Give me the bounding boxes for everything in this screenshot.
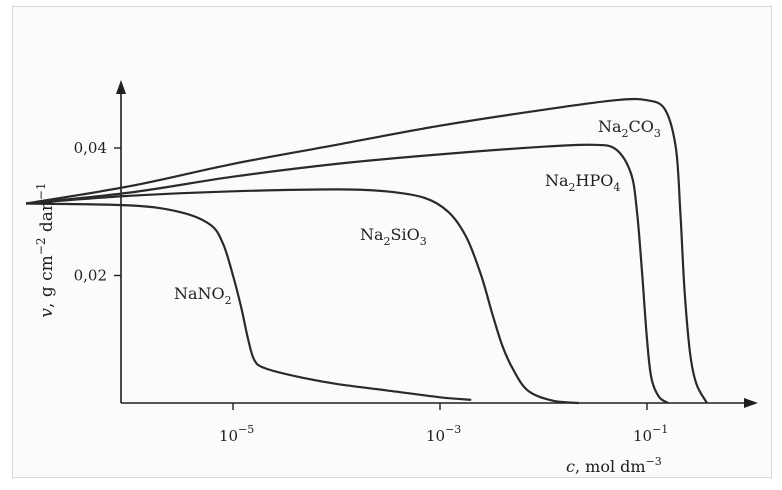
x-axis-label: c, mol dm−3	[566, 455, 662, 476]
series-line-na2co3	[25, 97, 708, 404]
y-axis-arrow	[116, 80, 126, 94]
series-label-group: NaNO2 Na2SiO3 Na2HPO4 Na2CO3	[174, 117, 661, 307]
series-label-na2sio3: Na2SiO3	[360, 225, 427, 248]
x-tick-label-2: 10−1	[633, 423, 668, 445]
figure-frame	[12, 6, 772, 478]
series-label-na2hpo4: Na2HPO4	[545, 171, 620, 194]
series-label-nano2: NaNO2	[174, 284, 232, 307]
series-line-nano2	[25, 202, 472, 401]
tick-group: 10−5 10−3 10−1 0,02 0,04	[74, 139, 669, 445]
series-group	[25, 97, 708, 405]
x-tick-label-0: 10−5	[219, 423, 254, 445]
series-line-na2hpo4	[25, 143, 669, 404]
series-line-na2sio3	[25, 188, 579, 405]
x-tick-label-1: 10−3	[426, 423, 461, 445]
series-label-na2co3: Na2CO3	[598, 117, 661, 140]
y-axis-label: v, g cm−2 dan−1	[34, 182, 57, 317]
x-axis-arrow	[744, 398, 758, 408]
y-tick-label-0: 0,02	[74, 267, 107, 285]
y-tick-label-1: 0,04	[74, 139, 107, 157]
